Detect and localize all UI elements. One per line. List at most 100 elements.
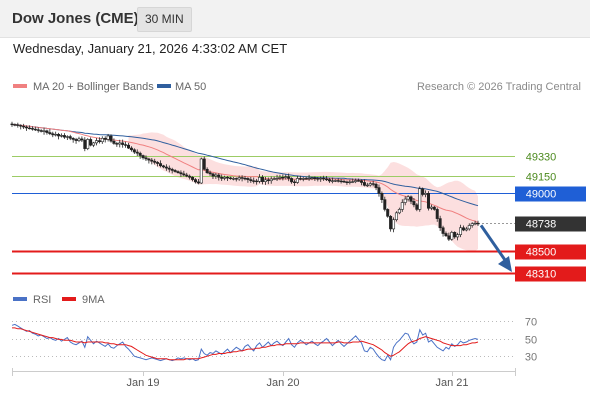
bollinger-band: [128, 132, 478, 252]
candle: [124, 141, 128, 148]
candle-body: [191, 176, 195, 180]
candle: [27, 125, 31, 130]
candle: [351, 178, 355, 184]
candle: [275, 174, 279, 181]
ma20-legend-label: MA 20 + Bollinger Bands: [33, 81, 154, 93]
candle: [33, 126, 37, 132]
candle-body: [275, 177, 279, 180]
candle-body: [377, 187, 381, 194]
candle-body: [319, 177, 323, 180]
candle: [202, 156, 206, 171]
candle-body: [354, 180, 358, 182]
candle-body: [406, 196, 410, 200]
candle: [115, 141, 119, 147]
candle-body: [22, 125, 26, 128]
candle-body: [304, 178, 308, 180]
candle-body: [461, 227, 465, 231]
candle: [316, 176, 320, 182]
candle: [159, 160, 163, 168]
candle: [476, 220, 480, 226]
candle: [19, 124, 23, 130]
candle: [71, 137, 75, 143]
candle: [220, 174, 224, 181]
candle: [118, 139, 122, 148]
candle: [348, 179, 352, 185]
candle-body: [121, 142, 125, 145]
candle-body: [441, 227, 445, 234]
candle-body: [127, 144, 131, 149]
candle-body: [453, 232, 457, 238]
ma50-legend-label: MA 50: [175, 81, 206, 93]
candle: [339, 179, 343, 184]
timeframe-button[interactable]: 30 MIN: [137, 7, 192, 32]
candle: [333, 179, 337, 183]
candle-body: [25, 126, 29, 129]
x-tick-label: Jan 21: [435, 377, 468, 389]
candle-body: [33, 128, 37, 131]
candle: [392, 217, 396, 233]
candle: [313, 176, 317, 182]
candle-body: [278, 176, 282, 179]
candle: [365, 182, 369, 187]
candle-body: [83, 139, 87, 149]
candle-body: [159, 163, 163, 167]
candle-body: [345, 181, 349, 183]
candle: [453, 231, 457, 239]
candle: [252, 177, 256, 184]
rsi-ma-line: [12, 327, 479, 361]
candle-body: [392, 219, 396, 230]
candle: [103, 136, 107, 143]
candle: [298, 175, 302, 181]
candle-body: [167, 167, 171, 170]
candle-body: [228, 177, 232, 179]
candle: [400, 199, 404, 212]
candle-body: [432, 206, 436, 210]
candle-body: [199, 158, 203, 184]
level-badge-49000: [515, 186, 586, 202]
candle: [412, 198, 416, 208]
candle: [176, 170, 180, 174]
candle-body: [141, 155, 145, 159]
candle: [30, 126, 34, 131]
candle: [138, 151, 142, 159]
candle: [80, 136, 84, 142]
candle: [45, 129, 49, 135]
rsi-legend-swatch: [13, 297, 27, 301]
candle-body: [27, 127, 31, 130]
candle-body: [403, 198, 407, 203]
candle: [240, 175, 244, 182]
candle-body: [284, 176, 288, 178]
candle: [374, 182, 378, 191]
candle-body: [258, 176, 262, 182]
level-badge-48738: [515, 216, 586, 232]
candle-body: [156, 162, 160, 164]
candle: [13, 123, 17, 127]
candle: [42, 127, 46, 135]
candle: [211, 172, 215, 179]
candle-body: [307, 177, 311, 180]
candle-body: [231, 178, 235, 180]
candle: [188, 174, 192, 180]
candle-body: [263, 179, 267, 182]
candle-body: [255, 180, 259, 183]
candle: [394, 211, 398, 222]
candle-body: [339, 180, 343, 183]
candle-body: [182, 173, 186, 176]
candle: [214, 172, 218, 179]
candle-body: [19, 125, 23, 127]
forecast-arrow: [479, 224, 512, 272]
candle-body: [383, 199, 387, 210]
bollinger-band-area: [128, 132, 478, 252]
candle-body: [138, 152, 142, 156]
candle: [380, 191, 384, 203]
candle: [83, 137, 87, 152]
candle: [290, 177, 294, 184]
candle-body: [223, 176, 227, 179]
rsi-legend-label: RSI: [33, 294, 51, 306]
candle: [109, 134, 113, 143]
candle-body: [418, 188, 422, 210]
candle-body: [205, 168, 209, 174]
candle: [226, 176, 230, 182]
candle: [86, 138, 90, 151]
